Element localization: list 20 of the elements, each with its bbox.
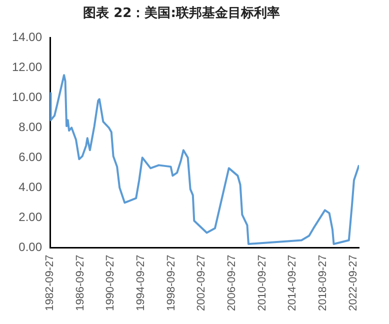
x-tick-label: 2014-09-27 (286, 254, 299, 312)
x-tick-label: 2006-09-27 (226, 254, 238, 312)
y-tick-label: 6.00 (18, 150, 42, 164)
y-tick-label: 8.00 (18, 120, 42, 134)
x-tick-label: 2002-09-27 (196, 254, 208, 312)
x-tick-label: 1982-09-27 (44, 254, 56, 312)
y-tick-label: 4.00 (18, 180, 42, 194)
x-tick-label: 1990-09-27 (104, 254, 117, 312)
y-tick-label: 14.00 (12, 30, 42, 44)
x-tick-label: 1986-09-27 (74, 254, 86, 312)
x-tick-label: 2018-09-27 (316, 254, 329, 312)
x-tick-label: 2010-09-27 (256, 254, 268, 312)
chart-title: 图表 22：美国:联邦基金目标利率 (83, 5, 280, 22)
y-tick-label: 2.00 (18, 210, 42, 224)
y-tick-label: 0.00 (18, 240, 42, 254)
x-tick-label: 1998-09-27 (165, 254, 178, 312)
x-tick-label: 1994-09-27 (135, 254, 148, 312)
y-tick-label: 10.00 (12, 90, 42, 104)
x-tick-label: 2022-09-27 (347, 254, 360, 312)
y-tick-label: 12.00 (12, 60, 42, 74)
